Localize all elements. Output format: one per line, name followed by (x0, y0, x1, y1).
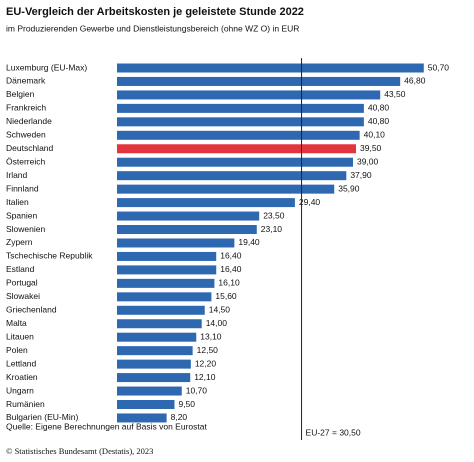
value-label: 16,10 (218, 278, 240, 288)
category-label: Ungarn (6, 385, 34, 395)
bar (117, 225, 257, 235)
bar (117, 90, 381, 100)
value-label: 39,50 (360, 143, 382, 153)
bar (117, 130, 360, 140)
value-label: 12,20 (195, 358, 217, 368)
category-label: Portugal (6, 278, 38, 288)
category-label: Spanien (6, 210, 37, 220)
category-label: Griechenland (6, 305, 57, 315)
value-label: 15,60 (215, 291, 237, 301)
category-label: Schweden (6, 130, 46, 140)
bar (117, 251, 217, 261)
category-label: Slowenien (6, 224, 45, 234)
bar (117, 386, 182, 396)
category-label: Malta (6, 318, 27, 328)
value-label: 46,80 (404, 76, 426, 86)
category-label: Luxemburg (EU-Max) (6, 62, 87, 72)
value-label: 16,40 (220, 251, 242, 261)
category-label: Rumänien (6, 399, 45, 409)
bar (117, 103, 364, 113)
bar (117, 198, 295, 208)
value-label: 43,50 (384, 89, 406, 99)
value-label: 14,50 (209, 305, 231, 315)
value-label: 9,50 (178, 399, 195, 409)
value-label: 40,80 (368, 116, 390, 126)
category-label: Frankreich (6, 103, 46, 113)
source: Quelle: Eigene Berechnungen auf Basis vo… (6, 421, 207, 431)
category-label: Finnland (6, 183, 39, 193)
value-label: 16,40 (220, 264, 242, 274)
value-label: 12,50 (197, 345, 219, 355)
category-label: Niederlande (6, 116, 52, 126)
value-label: 39,00 (357, 156, 379, 166)
category-label: Litauen (6, 331, 34, 341)
category-label: Lettland (6, 358, 37, 368)
bar (117, 63, 424, 73)
category-label: Tschechische Republik (6, 251, 93, 261)
category-label: Dänemark (6, 76, 46, 86)
bar (117, 157, 353, 167)
value-label: 8,20 (171, 412, 188, 422)
bar (117, 144, 357, 154)
value-label: 40,10 (364, 130, 386, 140)
category-label: Zypern (6, 237, 33, 247)
chart-title: EU-Vergleich der Arbeitskosten je geleis… (6, 6, 304, 18)
value-label: 40,80 (368, 103, 390, 113)
bar (117, 292, 212, 302)
bar (117, 76, 401, 86)
category-label: Polen (6, 345, 28, 355)
bar (117, 117, 364, 127)
category-label: Kroatien (6, 372, 38, 382)
footer: © Statistisches Bundesamt (Destatis), 20… (6, 446, 153, 456)
bar (117, 238, 235, 248)
bar (117, 359, 191, 369)
value-label: 23,10 (261, 224, 283, 234)
chart-subtitle: im Produzierenden Gewerbe und Dienstleis… (6, 23, 299, 33)
value-label: 12,10 (194, 372, 216, 382)
bar (117, 400, 175, 409)
category-label: Österreich (6, 156, 45, 166)
value-label: 29,40 (299, 197, 321, 207)
bar (117, 305, 205, 315)
value-label: 14,00 (206, 318, 228, 328)
bar (117, 319, 202, 329)
bar (117, 413, 167, 423)
value-label: 23,50 (263, 210, 285, 220)
category-label: Bulgarien (EU-Min) (6, 412, 78, 422)
reference-label: EU-27 = 30,50 (306, 427, 361, 437)
value-label: 50,70 (428, 62, 450, 72)
value-label: 19,40 (238, 237, 260, 247)
bar (117, 211, 260, 221)
category-label: Italien (6, 197, 29, 207)
bar (117, 332, 197, 342)
bar (117, 184, 335, 194)
bar (117, 373, 191, 383)
category-label: Deutschland (6, 143, 54, 153)
category-label: Estland (6, 264, 35, 274)
category-label: Belgien (6, 89, 35, 99)
value-label: 10,70 (186, 385, 208, 395)
bar (117, 346, 193, 356)
bar (117, 171, 347, 181)
value-label: 37,90 (350, 170, 372, 180)
value-label: 35,90 (338, 183, 360, 193)
category-label: Slowakei (6, 291, 40, 301)
category-label: Irland (6, 170, 28, 180)
bar (117, 265, 217, 275)
value-label: 13,10 (200, 331, 222, 341)
bar (117, 278, 215, 288)
